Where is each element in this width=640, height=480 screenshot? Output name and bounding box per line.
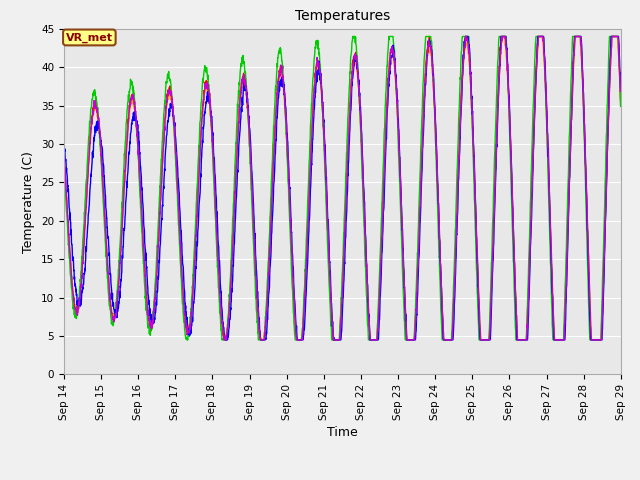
X-axis label: Time: Time: [327, 426, 358, 439]
Text: VR_met: VR_met: [66, 32, 113, 43]
Legend: Panel T, Old Ref Temp, AM25T Ref, HMP45 T, CNR1 PRT: Panel T, Old Ref Temp, AM25T Ref, HMP45 …: [115, 476, 570, 480]
Title: Temperatures: Temperatures: [295, 10, 390, 24]
Y-axis label: Temperature (C): Temperature (C): [22, 151, 35, 252]
